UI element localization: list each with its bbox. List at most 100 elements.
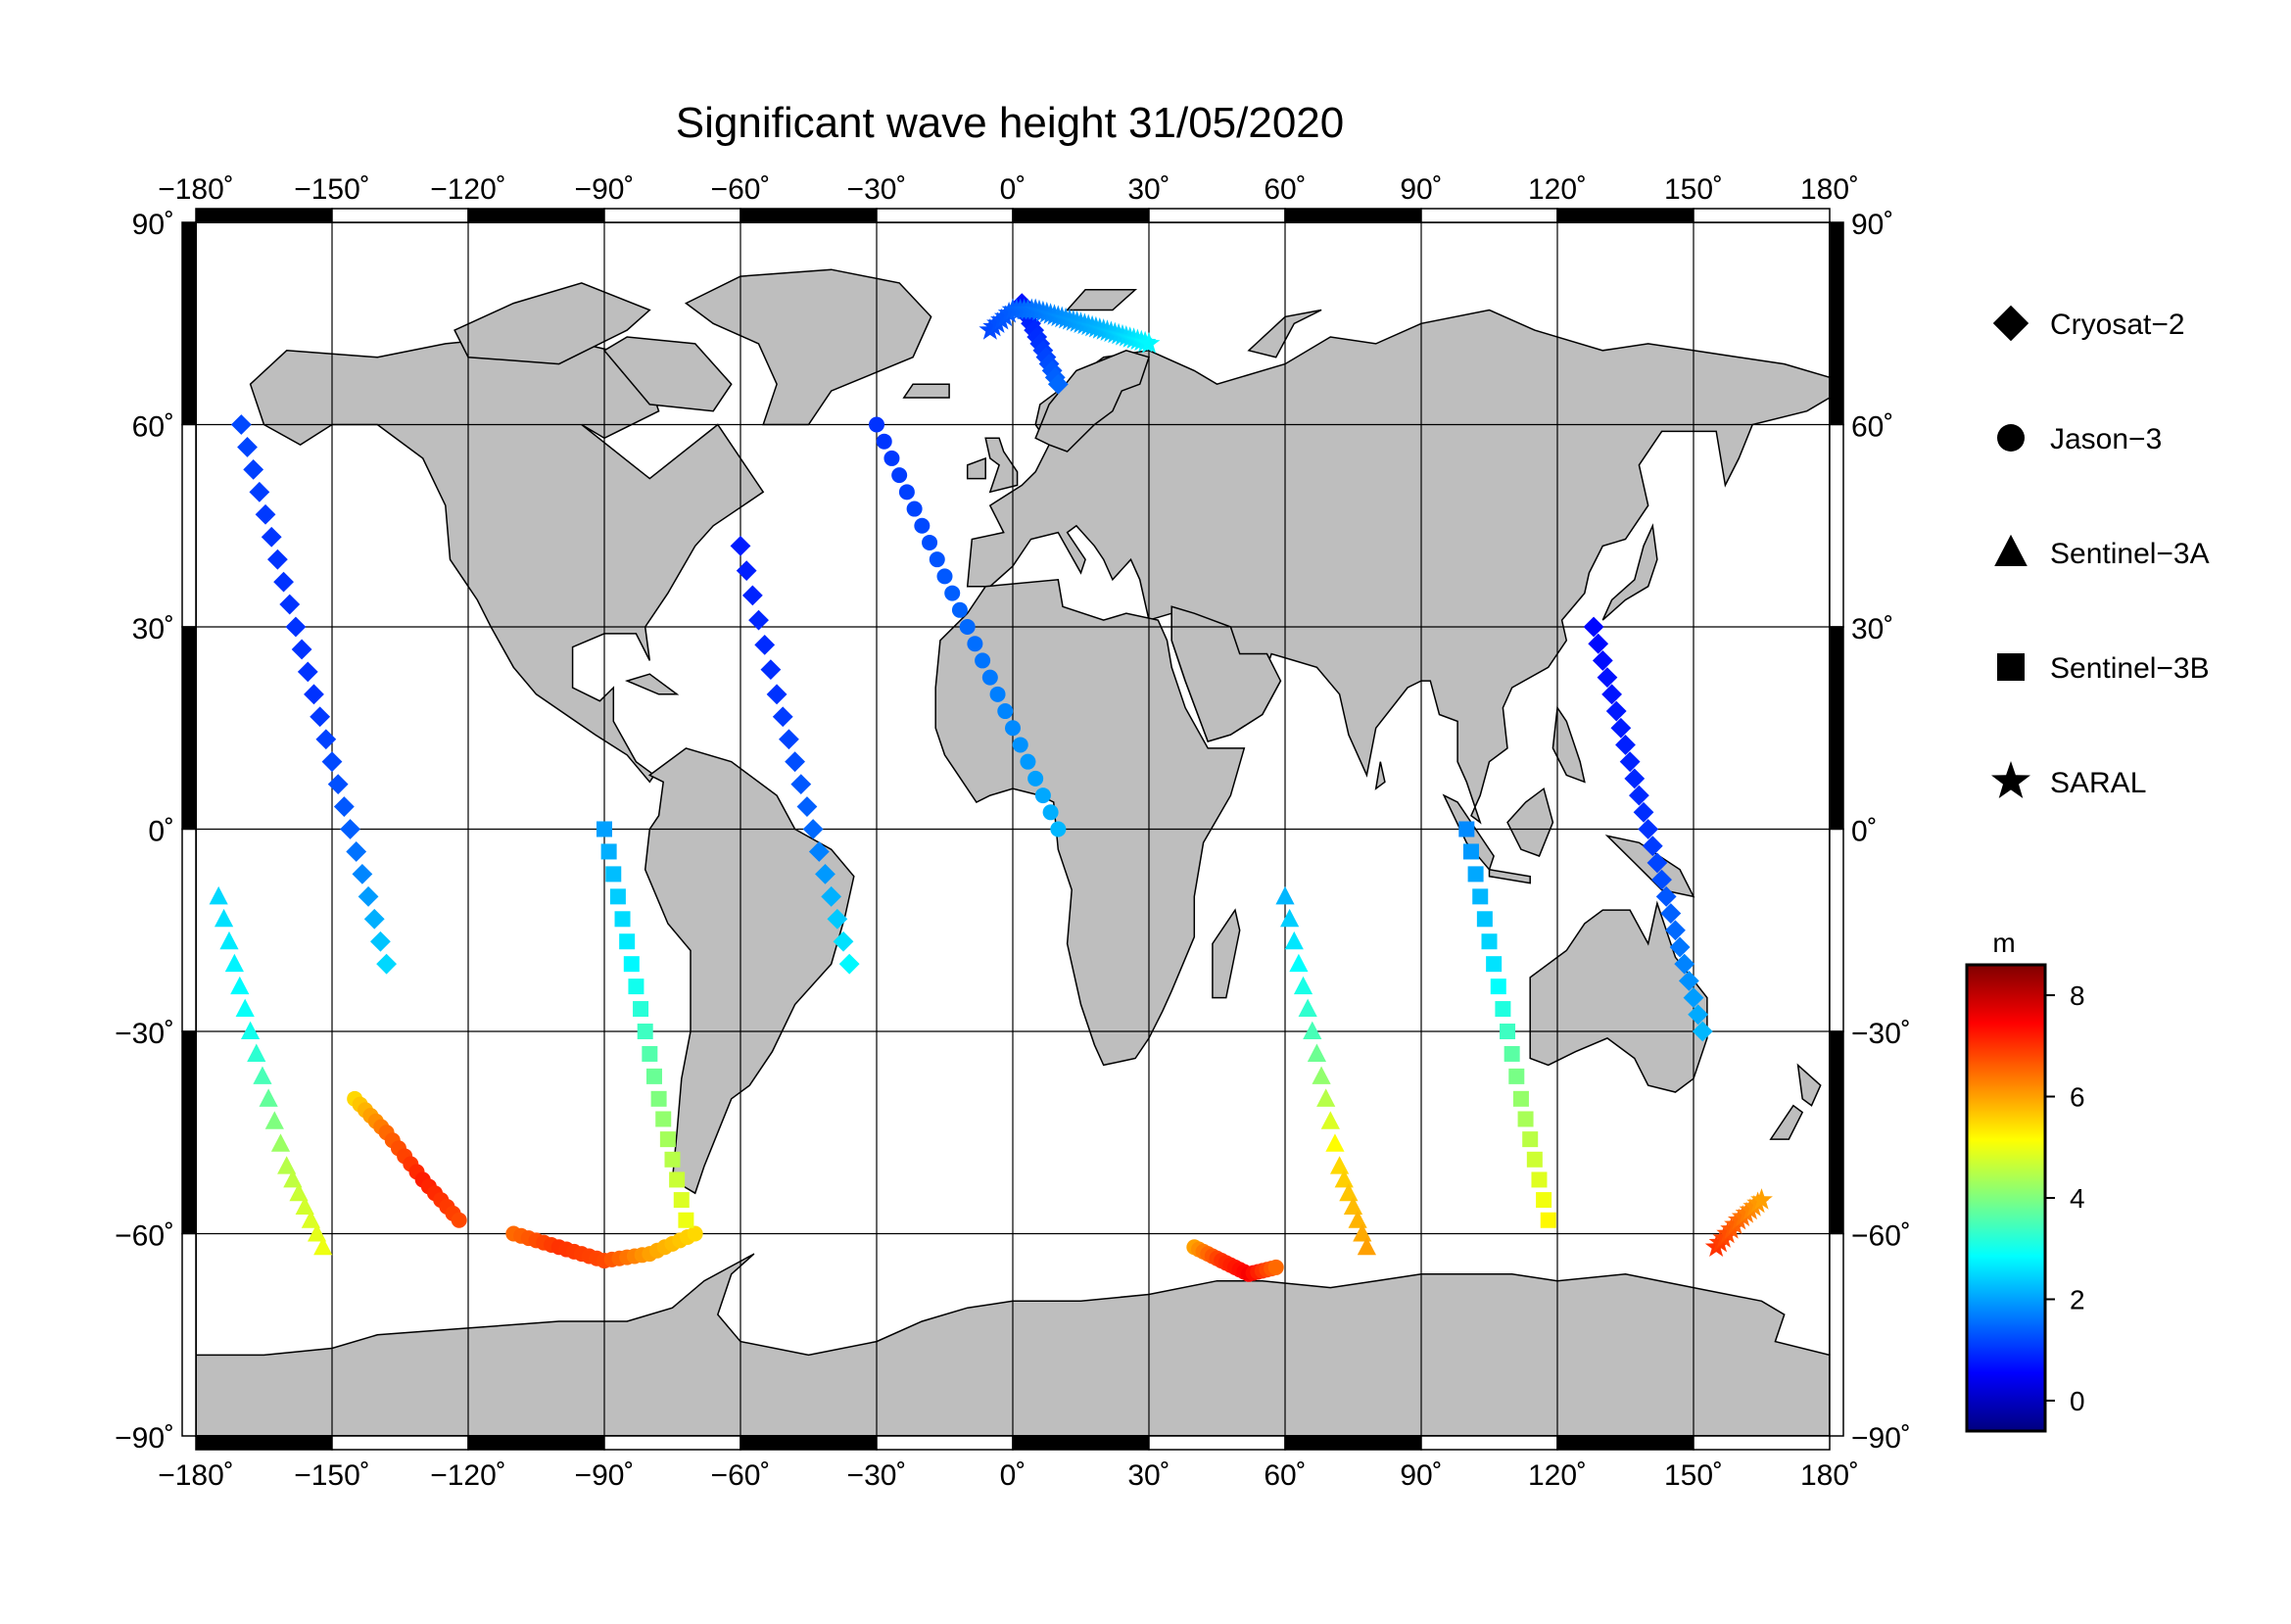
track-point-triangle bbox=[264, 1111, 284, 1129]
track-point-square bbox=[1462, 843, 1479, 860]
track-point-triangle bbox=[253, 1066, 272, 1084]
track-point-triangle bbox=[230, 976, 250, 995]
frame-bar-top bbox=[195, 208, 333, 223]
track-point-triangle bbox=[1353, 1223, 1372, 1242]
track-point-circle bbox=[1267, 1259, 1284, 1275]
track-point-triangle bbox=[313, 1236, 333, 1256]
frame-bar-top bbox=[1556, 208, 1694, 223]
colorbar-ticks: 0 2 4 6 8 bbox=[2045, 980, 2085, 1416]
track-point-diamond bbox=[237, 437, 258, 457]
x-tick-label-top: −180˚ bbox=[158, 173, 234, 206]
legend-item: Jason−3 bbox=[1997, 423, 2162, 455]
track-point-circle bbox=[936, 568, 953, 585]
colorbar-tick-label: 0 bbox=[2070, 1386, 2085, 1416]
land-ireland bbox=[966, 456, 986, 480]
legend-label: Sentinel−3B bbox=[2050, 652, 2210, 685]
track-point-square bbox=[609, 888, 626, 905]
track-point-circle bbox=[1012, 737, 1028, 753]
frame-bar-bottom bbox=[740, 1435, 878, 1451]
track-point-diamond bbox=[1588, 633, 1609, 654]
track-point-star bbox=[1750, 1188, 1773, 1210]
track-point-diamond bbox=[1629, 785, 1649, 806]
track-point-diamond bbox=[1610, 717, 1632, 739]
track-point-diamond bbox=[790, 774, 812, 795]
chart-title: Significant wave height 31/05/2020 bbox=[676, 99, 1345, 147]
frame-bar-top bbox=[1420, 208, 1558, 223]
square-icon bbox=[1997, 653, 2025, 681]
track-point-diamond bbox=[327, 774, 349, 795]
x-tick-label-bottom: 60˚ bbox=[1264, 1459, 1306, 1492]
track-point-triangle bbox=[209, 885, 228, 905]
track-point-diamond bbox=[815, 863, 835, 884]
track-point-diamond bbox=[838, 953, 860, 975]
frame-bar-bottom bbox=[1556, 1435, 1694, 1451]
x-tick-label-bottom: 150˚ bbox=[1664, 1459, 1723, 1492]
frame-bar-top bbox=[740, 208, 878, 223]
track-point-square bbox=[664, 1151, 681, 1168]
track-point-triangle bbox=[247, 1043, 266, 1062]
y-tick-label-right: −30˚ bbox=[1851, 1018, 1911, 1050]
track-point-square bbox=[659, 1131, 676, 1148]
y-tick-label-left: 60˚ bbox=[132, 411, 174, 444]
track-point-diamond bbox=[1660, 903, 1682, 924]
land-australia bbox=[1529, 900, 1708, 1093]
legend-item: SARAL bbox=[1991, 761, 2146, 799]
track-point-diamond bbox=[772, 706, 793, 728]
colorbar-tick-label: 8 bbox=[2070, 980, 2085, 1011]
x-tick-label-top: 90˚ bbox=[1400, 173, 1442, 206]
track-point-triangle bbox=[1284, 931, 1304, 950]
track-point-square bbox=[1490, 979, 1506, 995]
track-point-diamond bbox=[363, 908, 385, 930]
track-point-square bbox=[623, 956, 640, 973]
track-point-circle bbox=[981, 669, 998, 686]
track-point-square bbox=[645, 1068, 662, 1084]
track-point-circle bbox=[883, 450, 900, 466]
y-tick-label-left: 0˚ bbox=[148, 816, 174, 848]
track-point-diamond bbox=[315, 729, 337, 750]
frame-bar-top bbox=[1693, 208, 1831, 223]
track-point-circle bbox=[997, 703, 1014, 720]
track-point-diamond bbox=[1624, 768, 1646, 789]
track-point-diamond bbox=[370, 931, 391, 952]
track-point-circle bbox=[951, 601, 968, 618]
track-point-circle bbox=[975, 652, 991, 669]
land-greenland bbox=[684, 268, 932, 426]
colorbar-tick-label: 6 bbox=[2070, 1082, 2085, 1113]
land-philippines bbox=[1551, 705, 1586, 784]
frame-bar-bottom bbox=[1148, 1435, 1286, 1451]
track-point-diamond bbox=[243, 458, 264, 480]
diamond-icon bbox=[1992, 305, 2029, 342]
track-point-triangle bbox=[1330, 1156, 1350, 1174]
track-point-circle bbox=[989, 686, 1006, 702]
track-point-diamond bbox=[1605, 700, 1627, 722]
satellite-legend: Cryosat−2 Jason−3 Sentinel−3A Sentinel−3B SA… bbox=[1991, 305, 2210, 799]
track-point-triangle bbox=[224, 953, 244, 973]
track-point-triangle bbox=[307, 1223, 327, 1242]
track-point-diamond bbox=[1642, 836, 1663, 857]
track-point-circle bbox=[876, 433, 892, 450]
land-java bbox=[1488, 868, 1531, 884]
legend-label: SARAL bbox=[2050, 767, 2146, 799]
x-tick-label-top: 180˚ bbox=[1800, 173, 1859, 206]
track-point-diamond bbox=[1665, 920, 1686, 941]
y-tick-label-left: −90˚ bbox=[115, 1422, 174, 1455]
track-point-triangle bbox=[1280, 908, 1300, 928]
track-point-triangle bbox=[1303, 1021, 1322, 1039]
track-point-circle bbox=[891, 467, 908, 484]
track-point-diamond bbox=[760, 659, 782, 680]
track-point-square bbox=[673, 1192, 690, 1209]
track-point-diamond bbox=[1597, 667, 1618, 689]
track-point-circle bbox=[959, 619, 976, 635]
frame-bar-top bbox=[876, 208, 1014, 223]
legend-item: Sentinel−3A bbox=[1994, 534, 2210, 570]
track-point-triangle bbox=[289, 1182, 309, 1202]
track-point-diamond bbox=[1688, 1004, 1709, 1026]
track-point-triangle bbox=[1348, 1210, 1367, 1228]
y-tick-label-left: −30˚ bbox=[115, 1018, 174, 1050]
track-point-triangle bbox=[1293, 976, 1313, 995]
land-new-zealand-north bbox=[1796, 1063, 1822, 1107]
track-point-square bbox=[1540, 1212, 1556, 1228]
track-point-circle bbox=[922, 534, 938, 550]
track-point-triangle bbox=[1325, 1133, 1345, 1152]
track-point-diamond bbox=[358, 885, 379, 907]
